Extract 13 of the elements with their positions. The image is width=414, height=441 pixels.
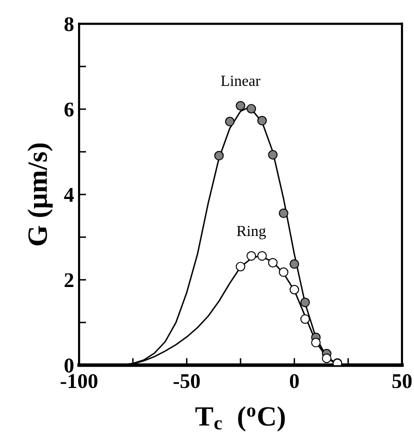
y-tick-label: 0 bbox=[64, 358, 74, 373]
x-tick-label: 0 bbox=[290, 374, 299, 388]
x-tick-label: -50 bbox=[174, 374, 200, 388]
y-tick-label: 2 bbox=[64, 273, 74, 288]
series-label: Ring bbox=[236, 226, 266, 240]
y-axis-title: G (μm/s) bbox=[27, 143, 53, 246]
x-axis-title: T$_{c}$ ($^{o}$C) bbox=[195, 406, 285, 432]
series-label: Linear bbox=[221, 76, 260, 86]
y-tick-label: 4 bbox=[64, 188, 74, 202]
y-tick-label: 6 bbox=[64, 102, 74, 117]
x-tick-label: 50 bbox=[392, 374, 412, 388]
x-tick-label: -100 bbox=[60, 374, 98, 388]
y-tick-label: 8 bbox=[64, 17, 74, 32]
